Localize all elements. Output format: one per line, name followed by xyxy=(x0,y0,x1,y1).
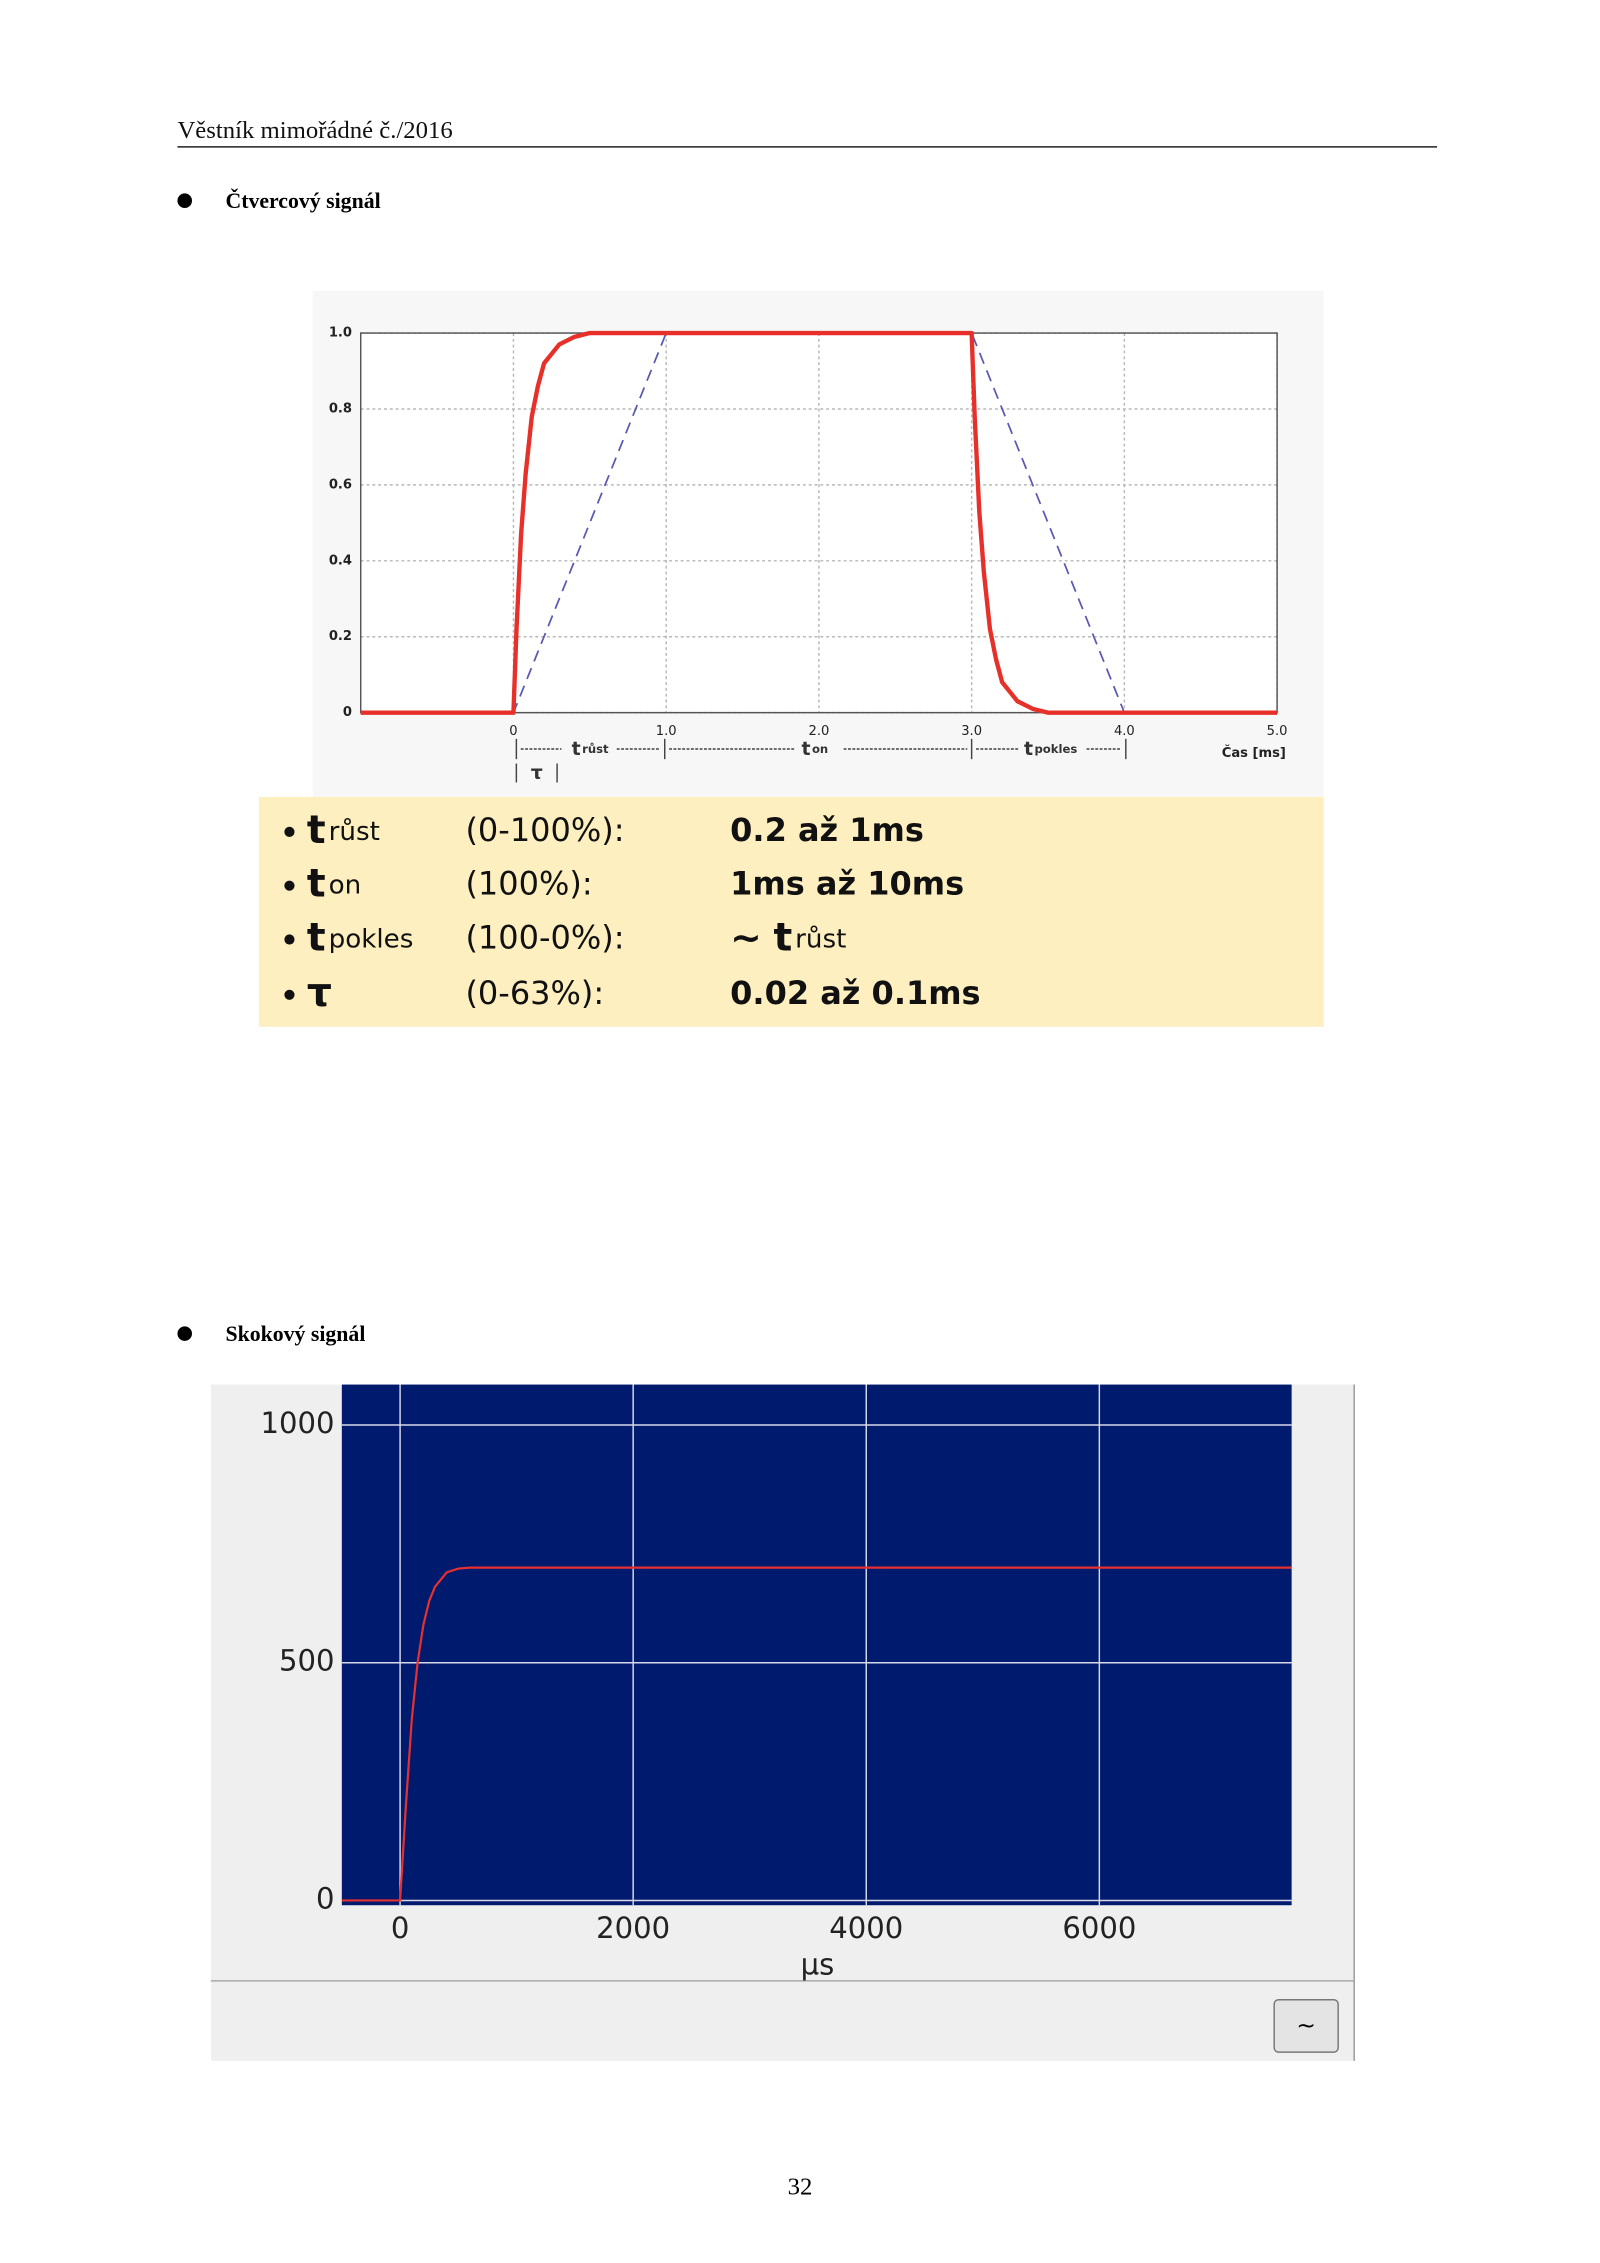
y-tick-label: 0.2 xyxy=(329,629,352,644)
x-tick-label: 6000 xyxy=(1062,1911,1136,1945)
x-tick-label: 0 xyxy=(391,1911,410,1945)
x-axis-label: Čas [ms] xyxy=(1222,745,1286,761)
span-annotation: τ xyxy=(531,761,543,783)
y-tick-label: 1.0 xyxy=(329,326,352,341)
section-heading: Skokový signál xyxy=(225,1322,365,1346)
page-number: 32 xyxy=(788,2174,813,2201)
param-value: 1ms až 10ms xyxy=(730,865,964,903)
param-symbol-main: t xyxy=(307,807,326,852)
series-line xyxy=(341,1566,1292,1902)
param-symbol-main: τ xyxy=(307,970,332,1015)
span-annotation: ton xyxy=(801,738,828,760)
y-tick-label: 0 xyxy=(316,1881,335,1915)
x-tick-label: 3.0 xyxy=(961,724,982,739)
param-symbol: t pokles xyxy=(307,915,413,960)
param-value-prefix: ~ xyxy=(730,915,762,959)
y-tick-label: 0.8 xyxy=(329,401,352,416)
param-subscript: pokles xyxy=(329,924,414,954)
param-value: 0.02 až 0.1ms xyxy=(730,974,980,1012)
param-symbol: t on xyxy=(307,861,361,906)
span-symbol: t xyxy=(572,738,581,760)
y-tick-label: 1000 xyxy=(261,1406,335,1440)
param-range: (100-0%): xyxy=(465,919,624,957)
bullet xyxy=(177,193,192,208)
param-range: (0-100%): xyxy=(465,811,624,849)
param-value-subscript: růst xyxy=(795,924,846,954)
param-symbol-main: t xyxy=(307,861,326,906)
y-tick-label: 500 xyxy=(279,1644,335,1678)
parameter-box xyxy=(258,796,1324,1027)
span-symbol: t xyxy=(801,738,810,760)
bullet xyxy=(284,934,295,945)
span-arrows xyxy=(515,738,1127,783)
param-value: ~ t růst xyxy=(730,915,846,960)
x-tick-label: 2000 xyxy=(596,1911,670,1945)
x-tick-label: 1.0 xyxy=(656,724,677,739)
x-tick-label: 0 xyxy=(509,724,517,739)
param-range: (0-63%): xyxy=(465,974,604,1012)
y-tick-label: 0 xyxy=(343,705,352,720)
span-subscript: růst xyxy=(582,742,609,756)
span-symbol: t xyxy=(1024,738,1033,760)
x-tick-label: 4.0 xyxy=(1114,724,1135,739)
param-subscript: on xyxy=(329,870,362,900)
header-title: Věstník mimořádné č./2016 xyxy=(177,117,452,144)
y-tick-label: 0.6 xyxy=(329,477,352,492)
span-annotation: trůst xyxy=(572,738,609,760)
bullet xyxy=(177,1326,192,1341)
span-subscript: on xyxy=(812,742,828,756)
param-value: 0.2 až 1ms xyxy=(730,811,924,849)
plot-area xyxy=(341,1384,1292,1906)
button[interactable] xyxy=(1273,1999,1339,2053)
section-heading: Čtvercový signál xyxy=(225,189,380,213)
series-line xyxy=(360,330,1278,715)
span-subscript: pokles xyxy=(1034,742,1077,756)
bullet xyxy=(284,826,295,837)
x-tick-label: 5.0 xyxy=(1267,724,1288,739)
param-symbol: τ xyxy=(307,970,332,1015)
span-symbol: τ xyxy=(531,761,543,783)
button-label[interactable]: ~ xyxy=(1296,2012,1316,2039)
param-symbol-main: t xyxy=(307,915,326,960)
x-tick-label: 4000 xyxy=(829,1911,903,1945)
bullet xyxy=(284,880,295,891)
x-tick-label: 2.0 xyxy=(809,724,830,739)
span-annotation: tpokles xyxy=(1024,738,1077,760)
param-value-symbol: t xyxy=(773,915,792,960)
param-range: (100%): xyxy=(465,865,592,903)
bullet xyxy=(284,989,295,1000)
x-axis-label: µs xyxy=(801,1947,835,1981)
param-subscript: růst xyxy=(329,816,380,846)
param-symbol: t růst xyxy=(307,807,380,852)
y-tick-label: 0.4 xyxy=(329,553,352,568)
